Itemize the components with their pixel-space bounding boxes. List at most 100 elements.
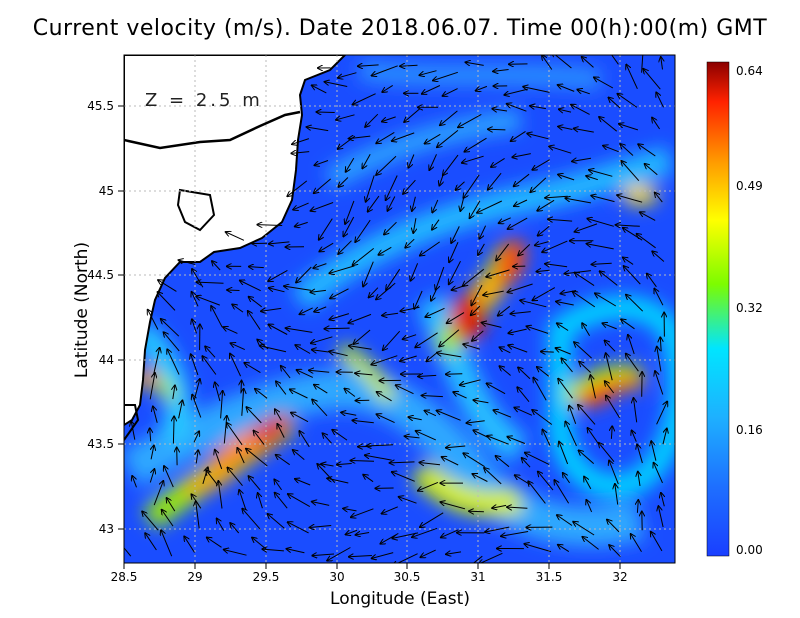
velocity-arrow (247, 407, 262, 424)
velocity-arrow (312, 502, 330, 506)
velocity-arrow (355, 219, 371, 242)
velocity-arrow (228, 468, 243, 487)
velocity-arrow (532, 410, 553, 425)
velocity-arrow (486, 269, 510, 277)
velocity-arrow (336, 114, 355, 120)
velocity-arrow (352, 420, 374, 422)
x-tick-label: 30 (329, 570, 344, 584)
velocity-arrow (386, 175, 398, 201)
velocity-arrow (631, 534, 642, 552)
velocity-arrow (388, 196, 396, 211)
velocity-arrow (409, 417, 422, 420)
velocity-arrow (291, 152, 310, 154)
velocity-arrow (463, 344, 481, 350)
velocity-arrow (641, 55, 644, 73)
velocity-arrow (173, 417, 174, 444)
velocity-arrow (511, 130, 526, 141)
velocity-arrow (507, 104, 527, 112)
velocity-arrow (624, 266, 641, 285)
velocity-arrow (149, 373, 155, 400)
velocity-arrow (619, 124, 639, 131)
velocity-arrow (451, 226, 460, 243)
velocity-arrow (527, 326, 549, 334)
velocity-arrow (422, 85, 441, 94)
velocity-arrow (620, 144, 634, 156)
velocity-arrow (552, 55, 572, 69)
velocity-arrow (463, 453, 485, 468)
velocity-arrow (493, 70, 509, 72)
velocity-arrow (239, 490, 247, 510)
velocity-arrow (463, 174, 480, 198)
velocity-arrow (441, 502, 466, 510)
velocity-arrow (232, 305, 244, 313)
velocity-arrow (618, 94, 638, 108)
velocity-arrow (293, 202, 309, 210)
velocity-arrow (249, 476, 261, 491)
velocity-arrow (640, 212, 656, 221)
velocity-arrow (558, 85, 575, 92)
colorbar-tick-label: 0.00 (736, 543, 763, 557)
velocity-arrow (512, 153, 531, 158)
velocity-arrow (403, 179, 416, 194)
velocity-arrow (363, 261, 374, 287)
velocity-arrow (372, 552, 394, 559)
velocity-arrow (349, 556, 372, 557)
velocity-arrow (574, 342, 592, 359)
velocity-arrow (207, 538, 222, 548)
velocity-arrow (196, 296, 220, 306)
velocity-arrow (652, 251, 665, 262)
velocity-arrow (400, 355, 417, 361)
velocity-arrow (637, 445, 643, 464)
velocity-arrow (325, 82, 348, 87)
velocity-arrow (616, 225, 640, 226)
velocity-arrow (300, 307, 313, 314)
velocity-arrow (535, 242, 549, 246)
velocity-arrow (638, 144, 656, 157)
velocity-arrow (530, 106, 546, 109)
velocity-arrow (651, 441, 657, 461)
velocity-arrow (287, 180, 308, 196)
lagoon (176, 188, 216, 232)
velocity-arrow (330, 313, 350, 320)
velocity-arrow (655, 193, 663, 203)
velocity-arrow (429, 154, 437, 170)
velocity-arrow (661, 57, 663, 70)
velocity-arrow (632, 431, 637, 442)
velocity-arrow (215, 382, 221, 402)
velocity-arrow (290, 389, 308, 399)
velocity-arrow (524, 544, 552, 553)
velocity-arrow (230, 523, 240, 534)
velocity-arrow (153, 348, 160, 376)
velocity-arrow (376, 131, 395, 143)
velocity-arrow (405, 436, 420, 438)
velocity-arrow (269, 242, 290, 244)
velocity-arrow (312, 350, 329, 352)
velocity-arrow (533, 378, 547, 401)
velocity-arrow (369, 287, 379, 298)
velocity-arrow (508, 283, 533, 292)
velocity-arrow (224, 416, 227, 444)
velocity-arrow (484, 468, 502, 485)
velocity-arrow (314, 306, 327, 312)
velocity-arrow (452, 284, 466, 290)
velocity-arrow (558, 379, 573, 399)
velocity-arrow (525, 453, 550, 465)
velocity-arrow (654, 289, 664, 306)
velocity-arrow (655, 371, 664, 395)
velocity-arrow (538, 472, 554, 491)
velocity-arrow (202, 356, 217, 375)
velocity-arrow (422, 396, 443, 397)
velocity-arrow (528, 481, 546, 504)
velocity-arrow (255, 389, 268, 399)
y-tick-label: 43.5 (87, 437, 114, 451)
velocity-arrow (346, 157, 355, 172)
velocity-arrow (268, 514, 285, 529)
velocity-arrow (520, 300, 547, 308)
velocity-arrow (158, 280, 177, 292)
velocity-arrow (575, 273, 595, 287)
velocity-arrow (606, 353, 613, 381)
velocity-arrow (421, 549, 436, 557)
velocity-arrow (261, 308, 282, 311)
velocity-arrow (643, 69, 661, 90)
velocity-arrow (295, 345, 311, 354)
